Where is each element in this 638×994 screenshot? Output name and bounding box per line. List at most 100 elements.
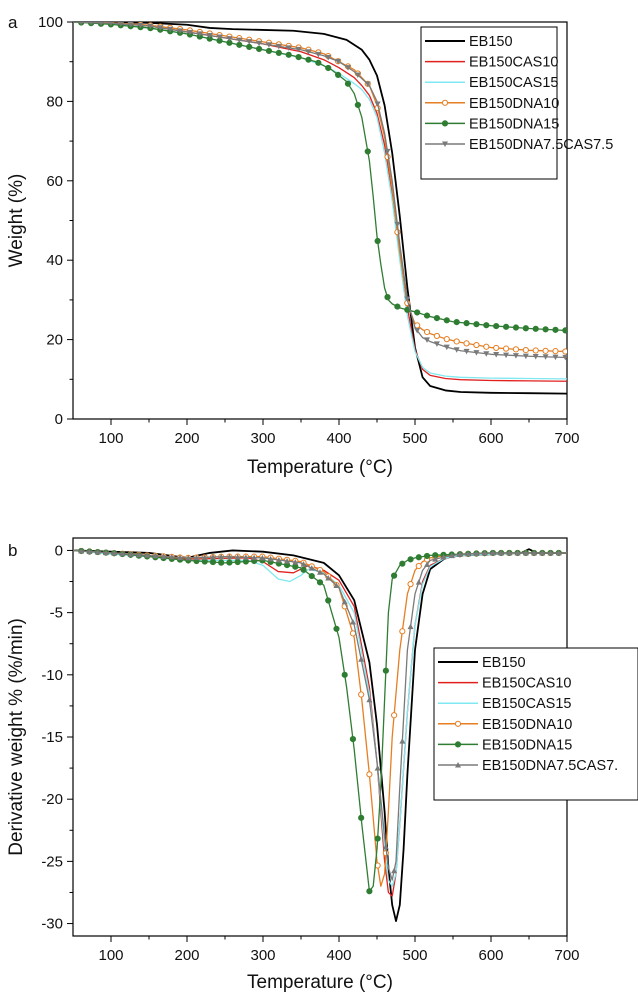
data-point-eb150dna15	[354, 101, 361, 109]
data-point-eb150dna15	[493, 322, 500, 330]
data-point-eb150dna7-5cas7-5	[522, 353, 529, 360]
data-point-eb150dna15	[366, 888, 373, 895]
data-point-eb150dna7-5cas7-5	[144, 552, 151, 558]
data-point-eb150dna7-5cas7-5	[506, 549, 513, 556]
data-point-eb150dna7-5cas7-5	[135, 551, 142, 558]
data-point-eb150dna15	[374, 237, 381, 245]
data-point-eb150dna10	[407, 581, 414, 588]
data-point-eb150dna7-5cas7-5	[94, 549, 101, 555]
data-point-eb150dna15	[300, 566, 307, 573]
data-point-eb150dna7-5cas7-5	[354, 72, 361, 78]
x-tick-label: 600	[478, 430, 503, 447]
data-point-eb150dna7-5cas7-5	[102, 549, 109, 556]
data-point-eb150dna7-5cas7-5	[157, 25, 164, 31]
series-eb150dna7-5cas7-5	[73, 547, 567, 881]
data-point-eb150dna7-5cas7-5	[79, 22, 84, 26]
data-point-eb150dna7-5cas7-5	[234, 554, 241, 560]
data-point-eb150dna15	[285, 51, 292, 58]
data-point-eb150dna7-5cas7-5	[168, 553, 175, 560]
data-point-eb150dna7-5cas7-5	[424, 561, 431, 568]
data-point-eb150dna7-5cas7-5	[531, 549, 538, 556]
data-point-eb150dna7-5cas7-5	[493, 352, 500, 358]
legend: EB150 EB150CAS10 EB150CAS15 EB150DNA10 EB150…	[433, 647, 638, 801]
series-line-eb150	[73, 22, 567, 395]
data-point-eb150dna15	[384, 294, 391, 301]
data-point-eb150dna15	[234, 558, 241, 566]
data-point-eb150dna7-5cas7-5	[424, 337, 431, 343]
data-point-eb150dna7-5cas7-5	[196, 31, 203, 37]
data-point-eb150dna7-5cas7-5	[522, 549, 529, 556]
data-point-eb150dna15	[391, 572, 398, 579]
data-point-eb150dna10	[391, 712, 398, 719]
legend-label-eb150: EB150	[469, 34, 513, 50]
data-point-eb150dna7-5cas7-5	[456, 551, 463, 557]
data-point-eb150dna15	[335, 71, 342, 79]
legend-label-eb150dna15: EB150DNA15	[469, 116, 559, 132]
y-tick-label: 60	[46, 173, 63, 190]
data-point-eb150dna15	[358, 814, 365, 821]
data-point-eb150dna10	[522, 346, 529, 354]
y-tick-label: 0	[55, 542, 63, 559]
data-point-eb150dna7-5cas7-5	[98, 22, 104, 26]
x-tick-label: 100	[98, 947, 123, 964]
data-point-eb150dna15	[483, 322, 490, 329]
data-point-eb150dna7-5cas7-5	[498, 549, 505, 556]
data-point-eb150dna7-5cas7-5	[335, 58, 342, 65]
data-point-eb150dna7-5cas7-5	[473, 550, 480, 557]
data-point-eb150dna7-5cas7-5	[137, 22, 144, 29]
x-tick-label: 600	[478, 947, 503, 964]
series-eb150dna15	[73, 22, 567, 334]
data-point-eb150dna7-5cas7-5	[562, 354, 567, 361]
data-point-eb150dna7-5cas7-5	[333, 582, 340, 588]
y-tick-label: -5	[50, 605, 63, 622]
data-point-eb150dna15	[265, 47, 273, 55]
x-tick-label: 300	[250, 947, 275, 964]
x-tick-label: 200	[174, 430, 199, 447]
data-point-eb150dna7-5cas7-5	[193, 554, 200, 561]
data-point-eb150dna15	[341, 671, 348, 678]
data-point-eb150dna7-5cas7-5	[394, 221, 401, 228]
data-point-eb150dna7-5cas7-5	[414, 328, 421, 334]
data-point-eb150dna7-5cas7-5	[384, 148, 391, 155]
data-point-eb150dna7-5cas7-5	[532, 353, 539, 360]
data-point-eb150dna15	[407, 556, 414, 563]
data-point-eb150dna10	[453, 338, 460, 345]
data-point-eb150dna7-5cas7-5	[78, 547, 85, 554]
data-point-eb150dna10	[493, 344, 500, 352]
data-point-eb150dna7-5cas7-5	[349, 618, 356, 625]
legend-marker-eb150dna7-5cas7-5	[442, 141, 448, 147]
data-point-eb150dna10	[349, 630, 357, 637]
y-tick-label: -20	[41, 791, 63, 808]
data-point-eb150dna7-5cas7-5	[275, 556, 282, 563]
data-point-eb150dna7-5cas7-5	[251, 554, 258, 561]
data-point-eb150dna7-5cas7-5	[308, 565, 315, 571]
data-point-eb150dna7-5cas7-5	[315, 51, 322, 58]
data-point-eb150dna10	[443, 336, 450, 343]
data-point-eb150dna10	[358, 691, 365, 698]
data-point-eb150dna7-5cas7-5	[226, 36, 233, 42]
data-point-eb150dna7-5cas7-5	[284, 558, 291, 564]
data-point-eb150dna15	[292, 563, 299, 570]
data-point-eb150dna7-5cas7-5	[463, 348, 470, 355]
data-point-eb150dna7-5cas7-5	[481, 550, 488, 556]
data-point-eb150dna7-5cas7-5	[127, 551, 134, 557]
data-point-eb150dna7-5cas7-5	[325, 54, 332, 61]
data-point-eb150dna7-5cas7-5	[374, 765, 381, 771]
data-point-eb150dna7-5cas7-5	[259, 554, 266, 561]
data-point-eb150dna15	[443, 317, 450, 324]
data-point-eb150dna7-5cas7-5	[86, 548, 93, 555]
data-point-eb150dna15	[316, 579, 324, 586]
x-tick-label: 200	[174, 947, 199, 964]
data-point-eb150dna7-5cas7-5	[358, 656, 365, 662]
data-point-eb150dna7-5cas7-5	[152, 552, 159, 559]
legend-label-eb150dna10: EB150DNA10	[482, 717, 572, 733]
data-point-eb150dna7-5cas7-5	[216, 34, 223, 41]
data-point-eb150dna15	[433, 314, 441, 322]
x-tick-label: 700	[554, 947, 579, 964]
data-point-eb150dna10	[473, 341, 480, 349]
data-point-eb150dna15	[522, 325, 529, 332]
data-point-eb150dna7-5cas7-5	[295, 46, 302, 53]
data-point-eb150dna7-5cas7-5	[465, 550, 472, 557]
x-tick-label: 500	[402, 430, 427, 447]
legend: EB150 EB150CAS10 EB150CAS15 EB150DNA10 EB150…	[420, 26, 613, 180]
